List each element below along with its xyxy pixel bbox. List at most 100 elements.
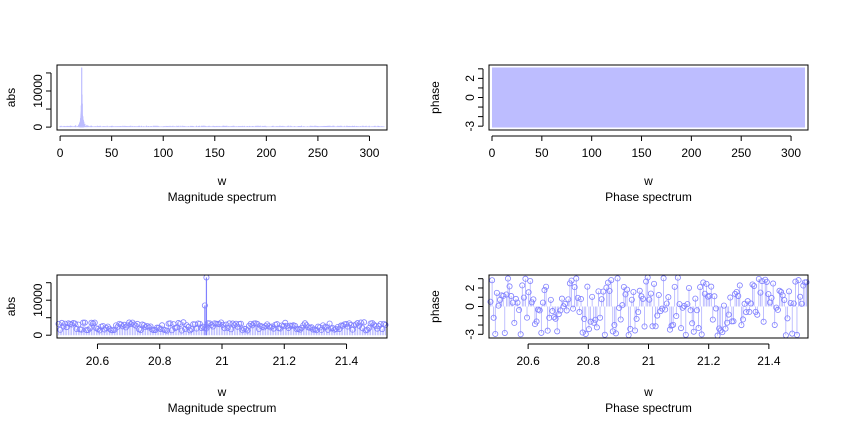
chart-subtitle: Phase spectrum (605, 401, 692, 415)
data-point (516, 307, 523, 314)
data-point (562, 300, 569, 307)
data-point (643, 278, 650, 285)
data-point (344, 323, 351, 330)
data-point (647, 290, 654, 297)
data-point (500, 292, 507, 299)
data-point (527, 278, 534, 285)
data-point (735, 292, 742, 299)
data-point (624, 286, 631, 293)
data-point (132, 322, 139, 329)
data-point (522, 275, 529, 282)
data-point (178, 327, 185, 334)
plot-panel-1: 0 50 100 150 200 250 300 0 10000 w abs Magnitude sp… (4, 64, 388, 204)
data-point (186, 327, 193, 334)
data-point (684, 301, 691, 308)
data-point (752, 308, 759, 315)
data-point (630, 288, 637, 295)
data-point (167, 320, 174, 327)
x-axis-label: w (217, 385, 227, 399)
data-point (237, 320, 244, 327)
data-point (725, 311, 732, 318)
data-point (173, 324, 180, 331)
data-point (576, 309, 583, 316)
data-point (223, 321, 230, 328)
data-point (71, 320, 78, 327)
data-point (490, 314, 497, 321)
data-point (747, 300, 754, 307)
data-point (103, 324, 110, 331)
data-point (301, 320, 308, 327)
x-tick-label: 300 (781, 146, 801, 160)
data-point (126, 319, 133, 326)
data-point (797, 293, 804, 300)
data-point (528, 299, 535, 306)
data-point (581, 315, 588, 322)
x-tick-label: 21.2 (697, 354, 721, 368)
data-point (663, 300, 670, 307)
data-point (712, 305, 719, 312)
y-tick-label: 0 (31, 123, 45, 130)
data-point (300, 322, 307, 329)
data-point (538, 329, 545, 336)
data-point (201, 302, 208, 309)
data-point (267, 324, 274, 331)
data-point (682, 331, 689, 338)
data-point (600, 288, 607, 295)
data-point (144, 323, 151, 330)
data-point (727, 294, 734, 301)
data-marks (55, 274, 389, 336)
y-tick-label: -3 (463, 121, 477, 132)
data-point (733, 288, 740, 295)
data-point (81, 319, 88, 326)
data-point (612, 330, 619, 337)
plot-panel-3: 20.6 20.8 21 21.2 21.4 0 10000 w abs Magnitude sp… (4, 274, 389, 415)
data-point (349, 326, 356, 333)
data-point (147, 323, 154, 330)
data-point (595, 288, 602, 295)
data-point (549, 308, 556, 315)
data-point (183, 322, 190, 329)
data-point (265, 323, 272, 330)
x-tick-label: 150 (205, 146, 225, 160)
data-point (787, 299, 794, 306)
y-tick-label: 10000 (31, 74, 45, 108)
y-tick-label: 0 (463, 303, 477, 310)
data-point (514, 299, 521, 306)
data-point (641, 323, 648, 330)
data-point (219, 321, 226, 328)
data-point (57, 326, 64, 333)
data-point (784, 315, 791, 322)
data-point (792, 278, 799, 285)
data-point (297, 326, 304, 333)
data-point (774, 306, 781, 313)
data-point (803, 279, 810, 286)
data-point (590, 319, 597, 326)
data-point (608, 277, 615, 284)
chart-subtitle: Magnitude spectrum (168, 190, 277, 204)
data-point (571, 284, 578, 291)
data-point (280, 323, 287, 330)
data-point (264, 321, 271, 328)
data-point (196, 320, 203, 327)
y-axis: -3 0 2 (463, 68, 484, 132)
data-point (530, 296, 537, 303)
data-point (763, 278, 770, 285)
x-tick-label: 0 (57, 146, 64, 160)
data-point (369, 320, 376, 327)
x-tick-label: 250 (308, 146, 328, 160)
data-point (765, 291, 772, 298)
data-point (703, 280, 710, 287)
data-point (692, 295, 699, 302)
data-point (757, 289, 764, 296)
data-point (649, 323, 656, 330)
chart-subtitle: Phase spectrum (605, 190, 692, 204)
data-point (698, 331, 705, 338)
data-point (655, 292, 662, 299)
data-point (492, 330, 499, 337)
data-point (771, 321, 778, 328)
data-point (652, 323, 659, 330)
data-point (749, 281, 756, 288)
data-point (614, 275, 621, 282)
y-tick-label: -3 (463, 329, 477, 340)
